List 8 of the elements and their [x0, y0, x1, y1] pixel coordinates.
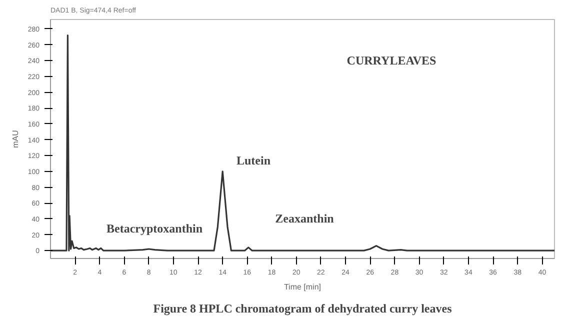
annotation: Lutein — [236, 154, 271, 168]
annotation: CURRYLEAVES — [346, 54, 437, 68]
annotation: Betacryptoxanthin — [106, 222, 203, 236]
y-axis-title: mAU — [10, 130, 20, 148]
text: Figure 8 HPLC chromatogram of dehydrated curry leaves — [153, 302, 452, 316]
x-axis-title: Time [min] — [284, 282, 322, 292]
line-series — [50, 34, 554, 252]
annotation: Zeaxanthin — [275, 212, 334, 226]
